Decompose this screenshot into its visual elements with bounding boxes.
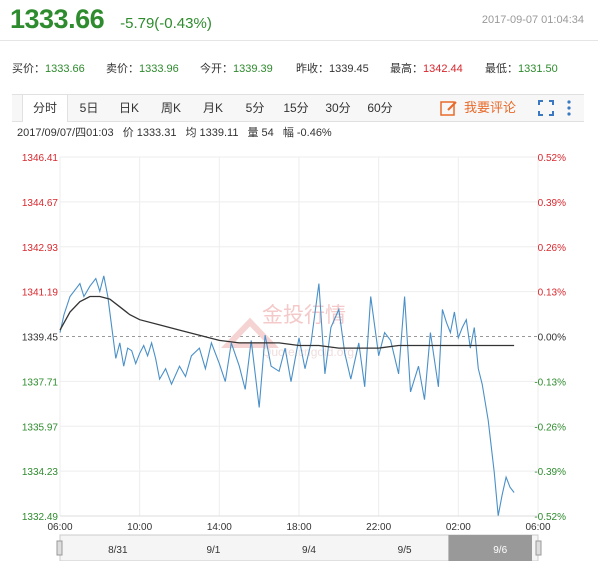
series-layer xyxy=(59,275,515,516)
chart-grid xyxy=(59,156,539,517)
period-tabbar: 分时 5日 日K 周K 月K 5分 15分 30分 60分 我要评论 xyxy=(12,94,584,122)
x-axis-label: 06:00 xyxy=(525,522,550,533)
navigator-label: 9/6 xyxy=(493,545,507,556)
axis-labels: 1346.41 0.52% 1344.67 0.39% 1342.93 0.26% 1341… xyxy=(22,153,566,533)
y-axis-right-label: -0.52% xyxy=(534,512,566,523)
header-divider xyxy=(0,40,598,41)
y-axis-left-label: 1346.41 xyxy=(22,153,59,164)
y-axis-right-label: 0.13% xyxy=(538,288,566,299)
navigator-selection xyxy=(448,535,532,561)
watermark-text: 金投行情 xyxy=(262,304,346,327)
quote-open: 今开：1339.39 xyxy=(200,63,273,75)
update-timestamp: 2017-09-07 01:04:34 xyxy=(481,14,584,26)
tab-weekly-k[interactable]: 周K xyxy=(160,101,181,115)
navigator-left-handle xyxy=(56,540,63,556)
tab-15min[interactable]: 15分 xyxy=(283,101,309,115)
comment-label: 我要评论 xyxy=(464,100,517,115)
info-price-label: 价 xyxy=(122,127,134,139)
fullscreen-icon[interactable] xyxy=(538,100,554,116)
time-navigator[interactable]: 8/31 9/1 9/4 9/5 9/6 xyxy=(56,534,542,561)
y-axis-right-label: 0.00% xyxy=(538,333,566,344)
y-axis-right-label: 0.52% xyxy=(538,153,566,164)
x-axis-label: 22:00 xyxy=(366,522,391,533)
y-axis-right-label: -0.13% xyxy=(534,377,566,388)
info-datetime: 2017/09/07/四01:03 xyxy=(17,127,114,139)
tab-monthly-k[interactable]: 月K xyxy=(202,101,223,115)
info-amp-label: 幅 xyxy=(282,127,294,139)
comment-button[interactable]: 我要评论 xyxy=(440,95,516,121)
info-avg: 1339.11 xyxy=(199,127,239,139)
price-header: 1333.66 -5.79(-0.43%) xyxy=(10,4,212,38)
x-axis-label: 02:00 xyxy=(446,522,471,533)
watermark: 金投行情 Quote.cngold.org xyxy=(220,304,354,359)
y-axis-left-label: 1344.67 xyxy=(22,198,59,209)
tab-5min[interactable]: 5分 xyxy=(245,101,265,115)
quote-bid: 买价：1333.66 xyxy=(12,63,85,75)
quote-low: 最低：1331.50 xyxy=(485,63,558,75)
y-axis-right-label: 0.26% xyxy=(538,243,566,254)
tab-daily-k[interactable]: 日K xyxy=(118,101,139,115)
quote-row: 买价：1333.66 卖价：1333.96 今开：1339.39 昨收：1339… xyxy=(12,60,584,76)
info-amp: -0.46% xyxy=(296,127,332,139)
navigator-label: 9/4 xyxy=(302,545,316,556)
tab-intraday[interactable]: 分时 xyxy=(22,95,68,122)
tab-60min[interactable]: 60分 xyxy=(367,101,393,115)
y-axis-right-label: -0.39% xyxy=(534,467,566,478)
quote-prev-close: 昨收：1339.45 xyxy=(296,63,369,75)
y-axis-left-label: 1337.71 xyxy=(22,377,59,388)
x-axis-label: 18:00 xyxy=(286,522,311,533)
average-series-line xyxy=(59,295,515,349)
navigator-label: 9/1 xyxy=(206,545,220,556)
x-axis-label: 14:00 xyxy=(207,522,232,533)
y-axis-left-label: 1339.45 xyxy=(22,333,59,344)
info-avg-label: 均 xyxy=(185,127,197,139)
quote-ask: 卖价：1333.96 xyxy=(106,63,179,75)
navigator-label: 8/31 xyxy=(108,545,128,556)
info-vol: 54 xyxy=(261,127,274,139)
more-menu-icon[interactable] xyxy=(566,99,572,117)
info-price: 1333.31 xyxy=(136,127,177,139)
tab-5day[interactable]: 5日 xyxy=(79,101,99,115)
y-axis-left-label: 1335.97 xyxy=(22,422,59,433)
price-change: -5.79(-0.43%) xyxy=(120,15,212,32)
navigator-label: 9/5 xyxy=(398,545,412,556)
y-axis-left-label: 1332.49 xyxy=(22,512,59,523)
y-axis-right-label: -0.26% xyxy=(534,422,566,433)
x-axis-label: 06:00 xyxy=(47,522,72,533)
y-axis-left-label: 1341.19 xyxy=(22,288,59,299)
y-axis-left-label: 1334.23 xyxy=(22,467,59,478)
price-series-line xyxy=(59,275,515,516)
y-axis-left-label: 1342.93 xyxy=(22,243,59,254)
y-axis-right-label: 0.39% xyxy=(538,198,566,209)
quote-high: 最高：1342.44 xyxy=(390,63,463,75)
info-vol-label: 量 xyxy=(247,127,259,139)
navigator-right-handle xyxy=(535,540,542,556)
crosshair-info: 2017/09/07/四01:03 价 1333.31 均 1339.11 量 54 … xyxy=(17,124,338,140)
x-axis-label: 10:00 xyxy=(127,522,152,533)
last-price: 1333.66 xyxy=(10,4,105,34)
tab-30min[interactable]: 30分 xyxy=(325,101,351,115)
edit-icon xyxy=(440,101,457,116)
